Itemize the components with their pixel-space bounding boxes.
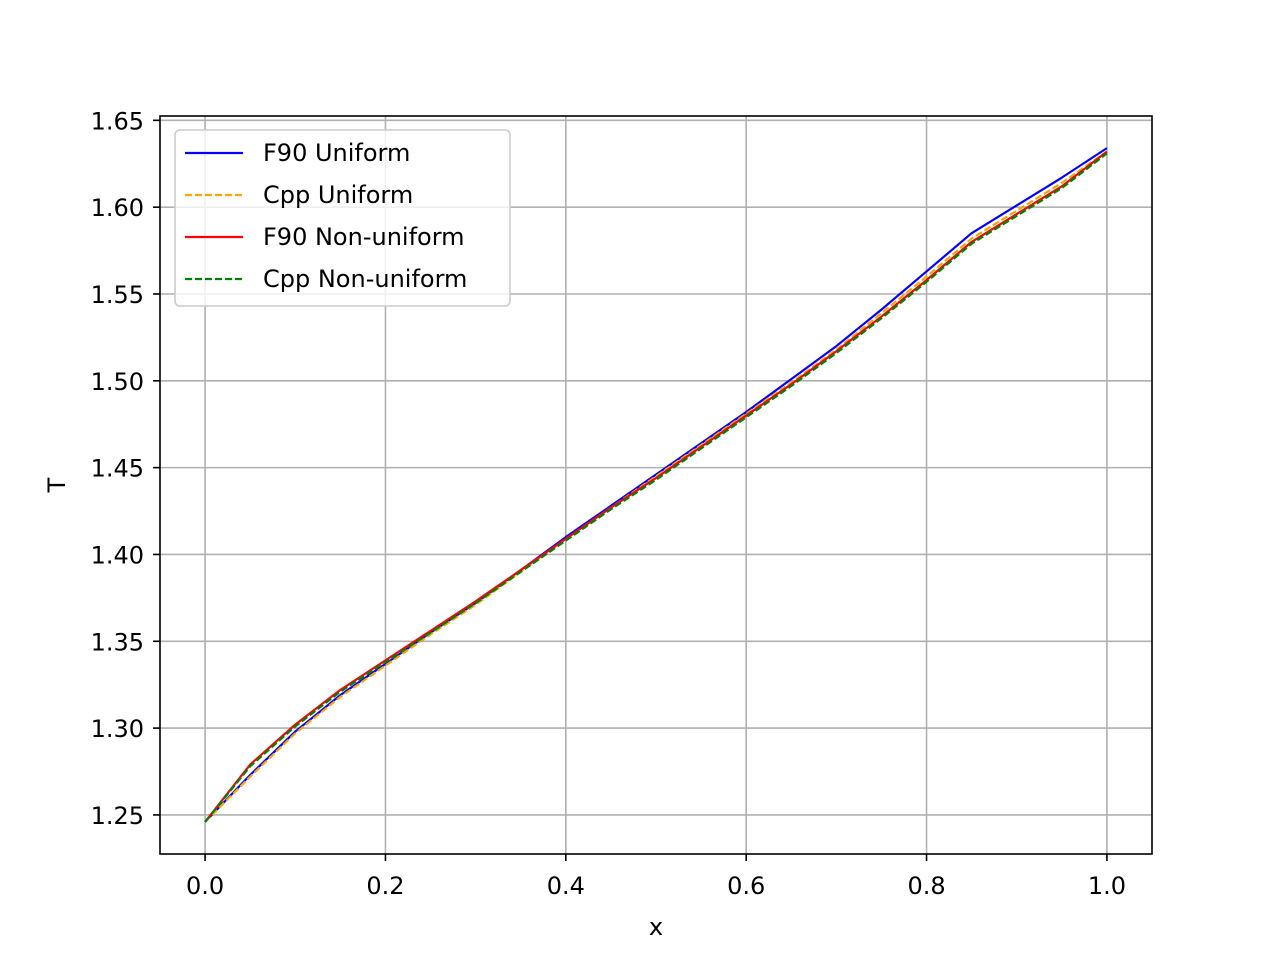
x-axis-label: x: [649, 913, 663, 941]
x-tick-label: 1.0: [1088, 872, 1126, 900]
y-tick-label: 1.65: [91, 107, 144, 135]
y-tick-label: 1.55: [91, 281, 144, 309]
y-axis-ticks: 1.25 1.30 1.35 1.40 1.45 1.50 1.55 1.60 1.65: [91, 107, 160, 830]
series-lines: [204, 147, 1108, 823]
x-tick-label: 0.2: [366, 872, 404, 900]
x-tick-label: 0.4: [547, 872, 585, 900]
y-tick-label: 1.30: [91, 715, 144, 743]
legend-label-2: Cpp Uniform: [263, 181, 413, 209]
y-axis-label: T: [43, 477, 71, 493]
legend-label-4: Cpp Non-uniform: [263, 265, 467, 293]
series-line-4: [204, 152, 1108, 823]
grid-lines: [160, 116, 1152, 854]
y-tick-label: 1.45: [91, 455, 144, 483]
x-tick-label: 0.0: [186, 872, 224, 900]
x-axis-ticks: 0.0 0.2 0.4 0.6 0.8 1.0: [186, 854, 1126, 900]
x-tick-label: 0.6: [727, 872, 765, 900]
series-line-2: [204, 150, 1108, 823]
y-tick-label: 1.35: [91, 628, 144, 656]
y-tick-label: 1.25: [91, 802, 144, 830]
legend-box: [174, 129, 511, 307]
legend: F90 Uniform Cpp Uniform F90 Non-uniform Cpp…: [174, 129, 511, 307]
legend-label-1: F90 Uniform: [263, 139, 410, 167]
y-tick-label: 1.40: [91, 541, 144, 569]
legend-label-3: F90 Non-uniform: [263, 223, 465, 251]
series-line-1: [204, 147, 1108, 823]
x-tick-label: 0.8: [907, 872, 945, 900]
y-tick-label: 1.50: [91, 368, 144, 396]
axes-frame: [159, 115, 1153, 855]
series-line-3: [204, 150, 1108, 823]
y-tick-label: 1.60: [91, 194, 144, 222]
